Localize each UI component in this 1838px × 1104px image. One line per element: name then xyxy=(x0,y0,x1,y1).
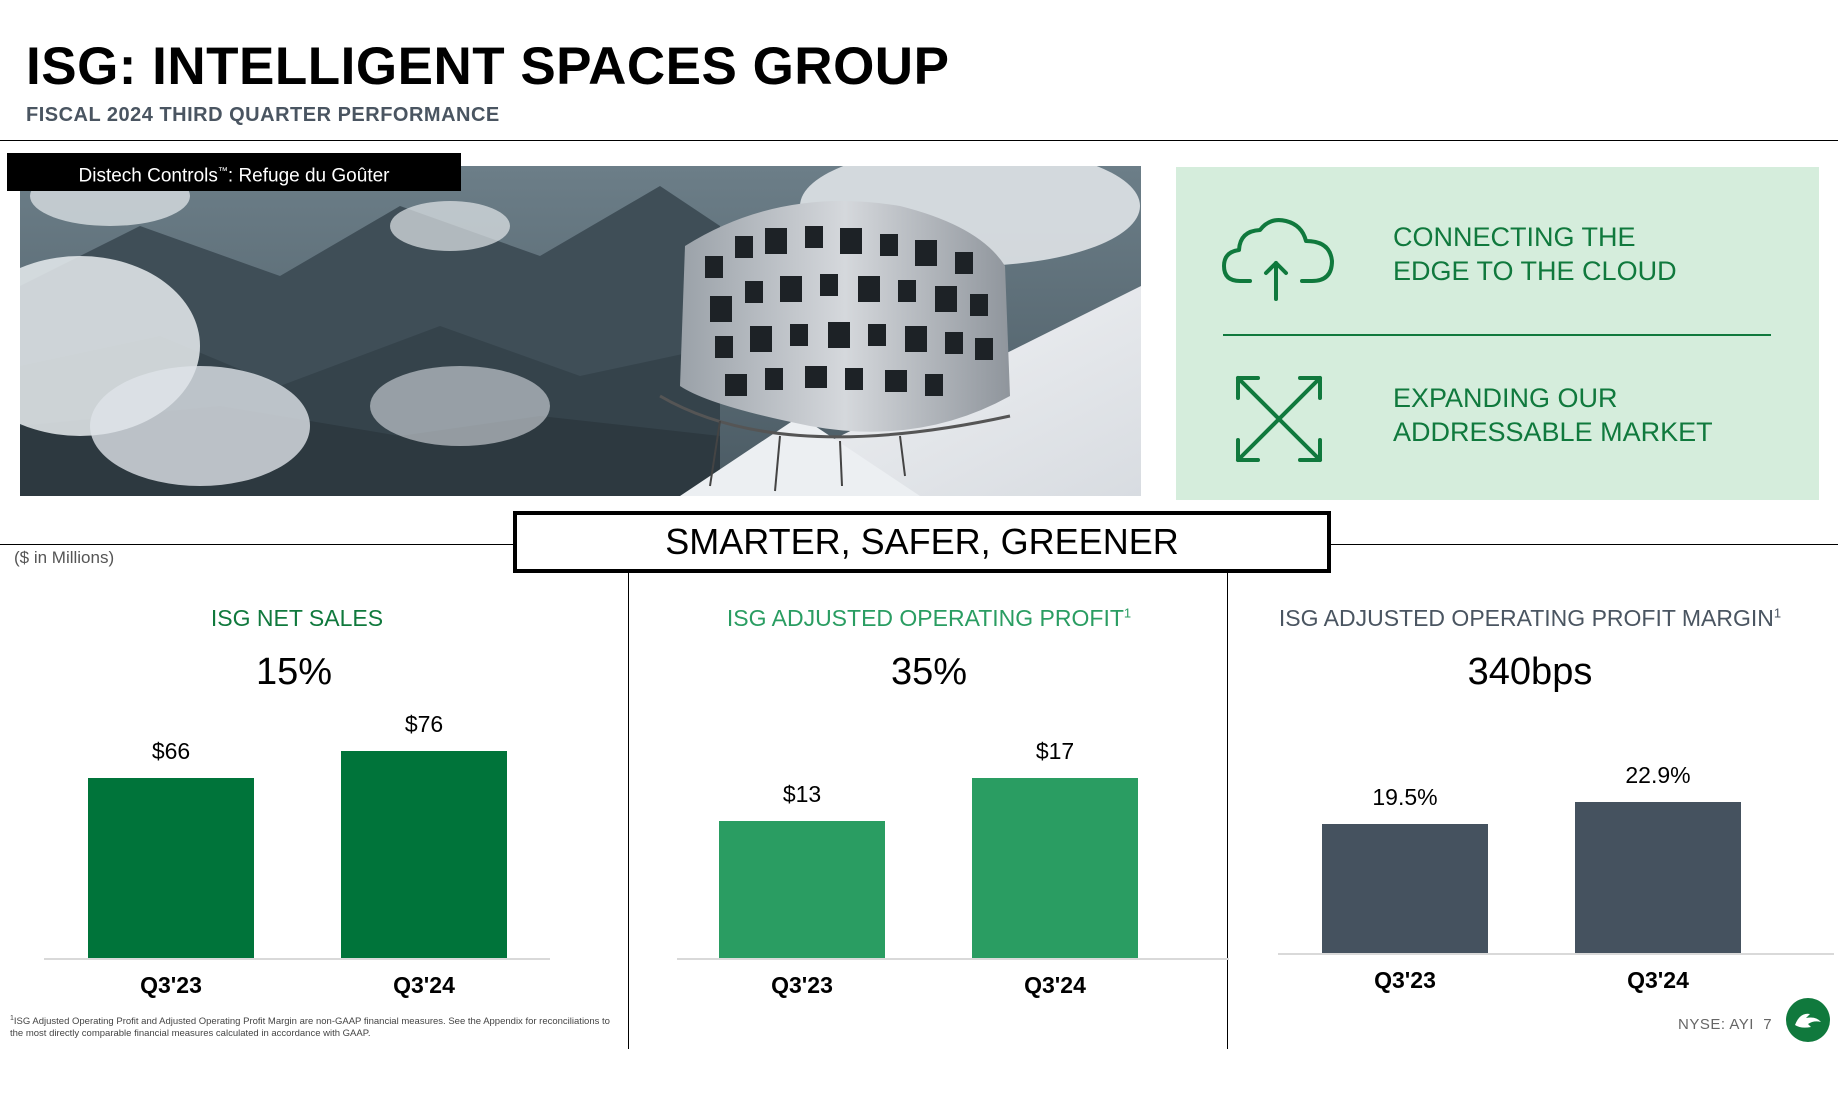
building-photo xyxy=(20,166,1141,496)
growth-value: 15% xyxy=(255,651,333,693)
units-note: ($ in Millions) xyxy=(14,548,115,567)
bar-value-label: $17 xyxy=(1035,738,1075,765)
bar-value-label: 22.9% xyxy=(1625,762,1691,789)
page-title: ISG: INTELLIGENT SPACES GROUP xyxy=(26,37,950,96)
growth-value: 340bps xyxy=(1467,651,1593,693)
bar-value-label: 19.5% xyxy=(1372,784,1438,811)
chart-title: ISG NET SALES xyxy=(210,605,384,631)
bar-q323 xyxy=(1322,824,1488,953)
bar-value-label: $13 xyxy=(782,780,822,807)
panel-item-cloud: CONNECTING THE EDGE TO THE CLOUD xyxy=(1393,222,1677,286)
highlights-panel: CONNECTING THE EDGE TO THE CLOUD EXPANDI… xyxy=(1176,167,1819,500)
bar-value-label: $76 xyxy=(404,710,444,737)
chart-title: ISG ADJUSTED OPERATING PROFIT1 xyxy=(726,605,1132,631)
bar-q323 xyxy=(88,777,254,958)
header-divider xyxy=(0,140,1838,141)
category-label: Q3'23 xyxy=(771,972,833,998)
expand-arrows-icon xyxy=(1236,376,1322,462)
column-divider-1 xyxy=(628,573,629,1049)
category-label: Q3'23 xyxy=(1374,967,1436,993)
bar-value-label: $66 xyxy=(151,737,191,764)
ticker-page: NYSE: AYI 7 xyxy=(1678,1016,1773,1033)
chart-title: ISG ADJUSTED OPERATING PROFIT MARGIN1 xyxy=(1278,605,1782,631)
photo-caption: Distech Controls™: Refuge du Goûter xyxy=(7,153,461,191)
growth-value: 35% xyxy=(890,651,968,693)
bar-q324 xyxy=(341,750,507,958)
category-label: Q3'23 xyxy=(140,972,202,998)
footnote: 1ISG Adjusted Operating Profit and Adjus… xyxy=(10,1015,610,1040)
cloud-upload-icon xyxy=(1222,218,1334,301)
acuity-logo-icon xyxy=(1786,998,1830,1042)
chart-baseline xyxy=(44,958,550,960)
category-label: Q3'24 xyxy=(1627,967,1689,993)
chart-baseline xyxy=(1278,953,1834,955)
chart-baseline xyxy=(677,958,1229,960)
chart-operating-margin: ISG ADJUSTED OPERATING PROFIT MARGIN1 34… xyxy=(1228,595,1838,1015)
category-label: Q3'24 xyxy=(393,972,455,998)
chart-operating-profit: ISG ADJUSTED OPERATING PROFIT1 35% $13 Q3… xyxy=(629,595,1229,1015)
category-label: Q3'24 xyxy=(1024,972,1086,998)
bar-q323 xyxy=(719,820,885,958)
panel-divider xyxy=(1223,334,1771,336)
chart-net-sales: ISG NET SALES 15% $66 Q3'23 $76 Q3'24 xyxy=(0,595,628,1015)
panel-item-market: EXPANDING OUR ADDRESSABLE MARKET xyxy=(1393,383,1713,447)
bar-q324 xyxy=(972,778,1138,958)
tagline-box: SMARTER, SAFER, GREENER xyxy=(513,511,1331,573)
column-divider-2 xyxy=(1227,573,1228,1049)
bar-q324 xyxy=(1575,802,1741,953)
page-subtitle: FISCAL 2024 THIRD QUARTER PERFORMANCE xyxy=(26,104,500,126)
